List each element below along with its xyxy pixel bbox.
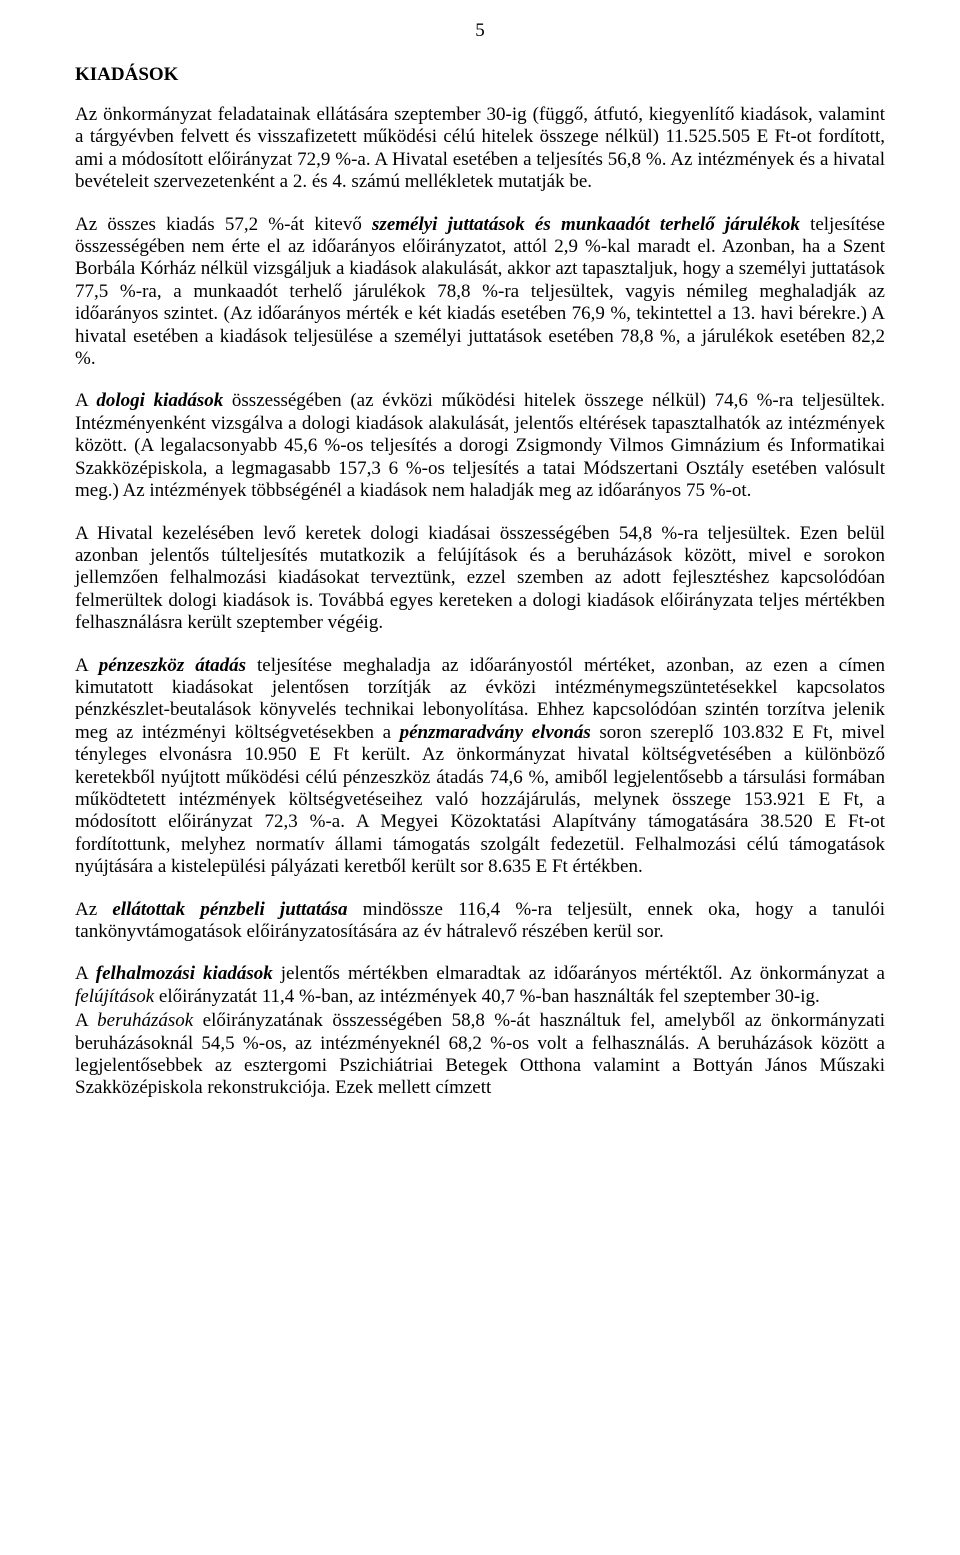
emphasis-funds-transfer: pénzeszköz átadás — [99, 655, 246, 676]
paragraph-text: Az összes kiadás 57,2 %-át kitevő — [75, 214, 372, 235]
emphasis-cash-deduction: pénzmaradvány elvonás — [400, 722, 591, 743]
document-page: 5 KIADÁSOK Az önkormányzat feladatainak … — [0, 0, 960, 1140]
paragraph-text: teljesítése összességében nem érte el az… — [75, 214, 885, 369]
emphasis-material-expense: dologi kiadások — [96, 390, 223, 411]
emphasis-accumulation-expense: felhalmozási kiadások — [96, 963, 273, 984]
paragraph-text: jelentős mértékben elmaradtak az időarán… — [273, 963, 885, 984]
paragraph-5: A pénzeszköz átadás teljesítése meghalad… — [75, 655, 885, 879]
paragraph-text: A — [75, 390, 96, 411]
paragraph-2: Az összes kiadás 57,2 %-át kitevő személ… — [75, 214, 885, 371]
paragraph-3: A dologi kiadások összességében (az évkö… — [75, 390, 885, 502]
emphasis-renovations: felújítások — [75, 986, 154, 1007]
emphasis-personnel: személyi juttatások és munkaadót terhelő… — [372, 214, 800, 235]
paragraph-text: Az önkormányzat feladatainak ellátására … — [75, 104, 885, 192]
paragraph-text: soron szereplő 103.832 E Ft, mivel tényl… — [75, 722, 885, 877]
paragraph-7: A felhalmozási kiadások jelentős mértékb… — [75, 963, 885, 1008]
emphasis-cash-benefits: ellátottak pénzbeli juttatása — [112, 899, 347, 920]
section-heading: KIADÁSOK — [75, 64, 885, 86]
paragraph-8: A beruházások előirányzatának összességé… — [75, 1010, 885, 1100]
paragraph-text: Az — [75, 899, 112, 920]
paragraph-text: A — [75, 655, 99, 676]
paragraph-1: Az önkormányzat feladatainak ellátására … — [75, 104, 885, 194]
paragraph-text: A — [75, 963, 96, 984]
paragraph-6: Az ellátottak pénzbeli juttatása mindöss… — [75, 899, 885, 944]
paragraph-text: előirányzatának összességében 58,8 %-át … — [75, 1010, 885, 1098]
page-number: 5 — [75, 20, 885, 42]
paragraph-text: előirányzatát 11,4 %-ban, az intézmények… — [154, 986, 820, 1007]
paragraph-4: A Hivatal kezelésében levő keretek dolog… — [75, 523, 885, 635]
paragraph-text: A — [75, 1010, 97, 1031]
paragraph-text: A Hivatal kezelésében levő keretek dolog… — [75, 523, 885, 634]
emphasis-investments: beruházások — [97, 1010, 193, 1031]
